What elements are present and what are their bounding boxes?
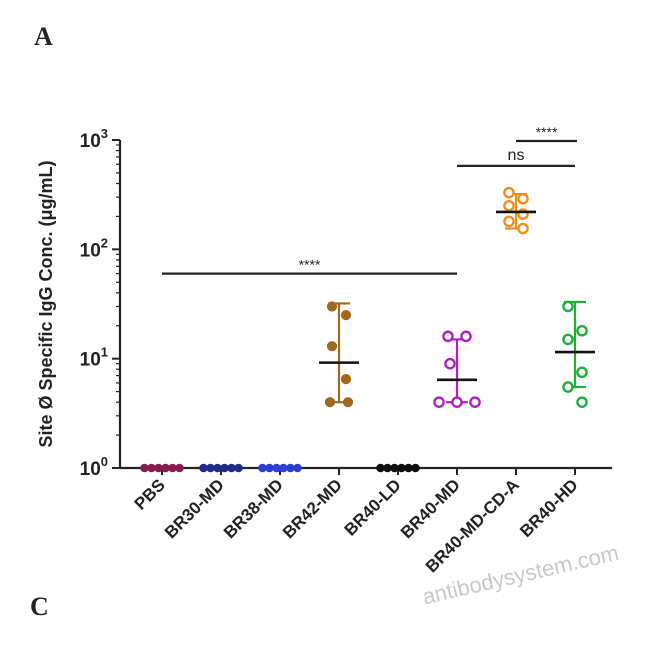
data-point xyxy=(411,463,420,473)
x-tick-label-1: BR30-MD xyxy=(161,475,228,542)
data-point xyxy=(175,463,184,473)
y-tick-label-0: 100 xyxy=(80,454,108,480)
x-tick-label-7: BR40-HD xyxy=(516,475,582,541)
data-point xyxy=(383,463,392,473)
data-point xyxy=(340,310,352,321)
data-point xyxy=(140,463,149,473)
data-points xyxy=(140,186,595,473)
x-tick-label-0: PBS xyxy=(131,475,169,513)
data-point xyxy=(324,397,336,408)
data-point xyxy=(326,301,338,312)
data-point xyxy=(404,463,413,473)
significance-label: ns xyxy=(508,147,525,164)
series-3 xyxy=(319,301,359,408)
data-point xyxy=(326,341,338,352)
y-axis-title: Site Ø Specific IgG Conc. (μg/mL) xyxy=(36,160,56,447)
data-point xyxy=(147,463,156,473)
data-point xyxy=(503,200,515,212)
data-point xyxy=(390,463,399,473)
series-4 xyxy=(376,463,420,473)
x-tick-label-3: BR42-MD xyxy=(279,475,346,542)
data-point xyxy=(451,396,463,408)
data-point xyxy=(460,330,472,343)
y-tick-label-1: 101 xyxy=(80,345,108,371)
data-point xyxy=(234,463,243,473)
data-point xyxy=(168,463,177,473)
data-point xyxy=(469,396,481,408)
data-point xyxy=(265,463,274,473)
x-tick-labels: PBSBR30-MDBR38-MDBR42-MDBR40-LDBR40-MDBR… xyxy=(131,475,582,576)
data-point xyxy=(433,396,445,408)
panel-label-c: C xyxy=(30,592,49,621)
x-tick-label-4: BR40-LD xyxy=(341,475,405,539)
data-point xyxy=(342,397,354,408)
data-point xyxy=(562,333,574,346)
data-point xyxy=(340,374,352,385)
data-point xyxy=(227,463,236,473)
data-point xyxy=(397,463,406,473)
data-point xyxy=(220,463,229,473)
data-point xyxy=(206,463,215,473)
data-point xyxy=(293,463,302,473)
panel-label-a: A xyxy=(34,22,53,51)
data-point xyxy=(199,463,208,473)
data-point xyxy=(503,215,515,228)
data-point xyxy=(286,463,295,473)
data-point xyxy=(517,222,529,235)
data-point xyxy=(503,186,515,199)
data-point xyxy=(279,463,288,473)
significance-brackets: **** ns **** xyxy=(162,124,577,275)
data-point xyxy=(576,366,588,379)
data-point xyxy=(562,381,574,393)
series-5 xyxy=(433,330,481,408)
data-point xyxy=(442,330,454,343)
data-point xyxy=(272,463,281,473)
significance-label: **** xyxy=(536,124,558,140)
series-7 xyxy=(555,300,595,408)
data-point xyxy=(517,192,529,205)
data-point xyxy=(213,463,222,473)
data-point xyxy=(154,463,163,473)
series-6 xyxy=(496,186,536,235)
series-0 xyxy=(140,463,184,473)
y-tick-label-2: 102 xyxy=(80,235,108,261)
data-point xyxy=(258,463,267,473)
series-2 xyxy=(258,463,302,473)
y-tick-label-3: 103 xyxy=(80,126,108,152)
data-point xyxy=(576,396,588,408)
series-1 xyxy=(199,463,243,473)
x-tick-label-2: BR38-MD xyxy=(220,475,287,542)
data-point xyxy=(376,463,385,473)
axes: 100 101 102 103 Site Ø Specific IgG Conc. (μ… xyxy=(36,126,612,480)
data-point xyxy=(161,463,170,473)
data-point xyxy=(444,357,456,370)
data-point xyxy=(576,324,588,337)
data-point xyxy=(562,300,574,313)
significance-label: **** xyxy=(299,257,321,273)
